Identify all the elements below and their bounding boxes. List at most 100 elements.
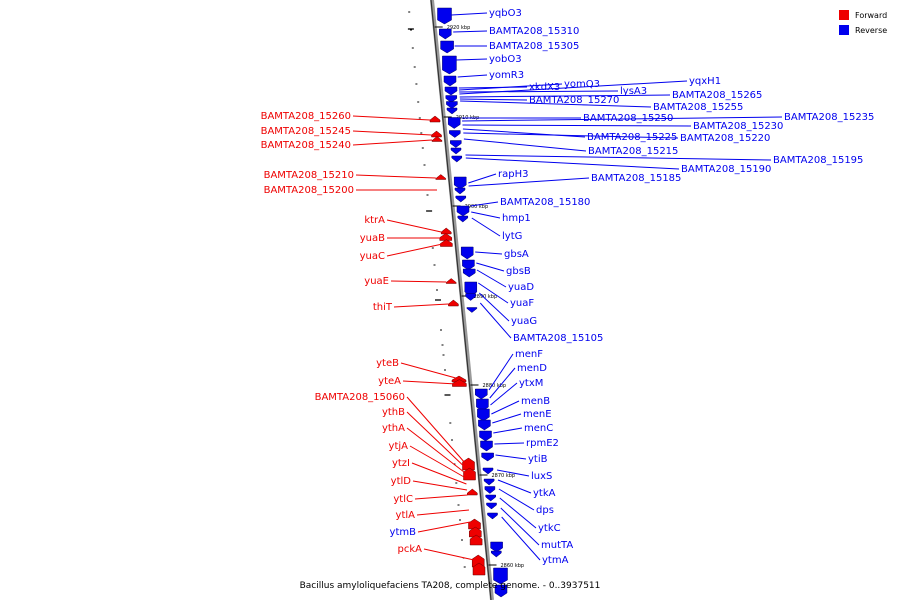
reverse-gene-label[interactable]: BAMTA208_15105 — [513, 333, 603, 344]
reverse-gene-glyph[interactable] — [450, 147, 462, 155]
forward-gene-label[interactable]: BAMTA208_15060 — [315, 392, 405, 403]
reverse-gene-label[interactable]: BAMTA208_15180 — [500, 197, 590, 208]
reverse-gene-label[interactable]: gbsA — [504, 249, 529, 260]
reverse-gene-glyph[interactable] — [483, 478, 495, 486]
forward-gene-label[interactable]: yuaC — [360, 251, 385, 262]
reverse-gene-glyph[interactable] — [491, 550, 502, 558]
forward-gene-glyph[interactable] — [431, 136, 443, 142]
forward-gene-glyph[interactable] — [463, 467, 476, 481]
reverse-gene-glyph[interactable] — [475, 388, 488, 400]
reverse-gene-label[interactable]: yomQ3 — [564, 79, 600, 90]
reverse-gene-label[interactable]: ytiB — [528, 454, 548, 465]
reverse-gene-glyph[interactable] — [450, 140, 462, 148]
forward-gene-label[interactable]: pckA — [398, 544, 423, 555]
reverse-gene-glyph[interactable] — [442, 55, 457, 75]
reverse-gene-glyph[interactable] — [446, 107, 458, 115]
forward-gene-label[interactable]: BAMTA208_15260 — [261, 111, 351, 122]
forward-gene-glyph[interactable] — [431, 130, 442, 138]
reverse-gene-label[interactable]: dps — [536, 505, 554, 516]
reverse-gene-glyph[interactable] — [451, 155, 463, 163]
forward-gene-label[interactable]: BAMTA208_15245 — [261, 126, 351, 137]
forward-gene-glyph[interactable] — [448, 299, 459, 307]
reverse-gene-label[interactable]: mutTA — [541, 540, 573, 551]
forward-gene-label[interactable]: ytjA — [389, 441, 409, 452]
reverse-gene-label[interactable]: BAMTA208_15235 — [784, 112, 874, 123]
reverse-gene-glyph[interactable] — [449, 130, 461, 138]
forward-gene-glyph[interactable] — [467, 488, 478, 496]
reverse-gene-glyph[interactable] — [486, 502, 497, 510]
forward-gene-glyph[interactable] — [439, 233, 453, 241]
reverse-gene-label[interactable]: yqbO3 — [489, 8, 522, 19]
forward-gene-label[interactable]: ytlC — [393, 494, 413, 505]
reverse-gene-glyph[interactable] — [445, 95, 458, 103]
forward-gene-label[interactable]: yteA — [378, 376, 401, 387]
reverse-gene-label[interactable]: menC — [524, 423, 553, 434]
reverse-gene-label[interactable]: hmp1 — [502, 213, 531, 224]
forward-gene-label[interactable]: yuaB — [360, 233, 385, 244]
reverse-gene-glyph[interactable] — [462, 268, 476, 278]
reverse-gene-glyph[interactable] — [454, 187, 466, 195]
reverse-gene-label[interactable]: yuaG — [511, 316, 537, 327]
reverse-gene-label[interactable]: lytG — [502, 231, 522, 242]
reverse-gene-label[interactable]: ytkA — [533, 488, 556, 499]
reverse-gene-label[interactable]: ytxM — [519, 378, 543, 389]
reverse-gene-glyph[interactable] — [465, 293, 476, 301]
reverse-gene-label[interactable]: BAMTA208_15190 — [681, 164, 771, 175]
forward-gene-label[interactable]: ktrA — [364, 215, 385, 226]
forward-gene-glyph[interactable] — [472, 562, 486, 576]
reverse-gene-glyph[interactable] — [480, 440, 493, 452]
reverse-gene-glyph[interactable] — [493, 567, 508, 585]
reverse-gene-glyph[interactable] — [446, 101, 458, 109]
reverse-gene-label[interactable]: BAMTA208_15265 — [672, 90, 762, 101]
reverse-gene-label[interactable]: menD — [517, 363, 547, 374]
reverse-gene-label[interactable]: gbsB — [506, 266, 531, 277]
reverse-gene-glyph[interactable] — [466, 307, 478, 313]
reverse-gene-label[interactable]: BAMTA208_15255 — [653, 102, 743, 113]
reverse-gene-label[interactable]: menB — [521, 396, 550, 407]
reverse-gene-glyph[interactable] — [460, 246, 474, 260]
reverse-gene-glyph[interactable] — [481, 452, 494, 462]
reverse-gene-label[interactable]: BAMTA208_15195 — [773, 155, 863, 166]
reverse-gene-label[interactable]: yuaD — [508, 282, 534, 293]
reverse-gene-glyph[interactable] — [453, 176, 467, 190]
reverse-gene-glyph[interactable] — [482, 467, 494, 475]
reverse-gene-label[interactable]: ytkC — [538, 523, 561, 534]
reverse-gene-glyph[interactable] — [477, 408, 490, 422]
forward-gene-label[interactable]: BAMTA208_15240 — [261, 140, 351, 151]
reverse-gene-label[interactable]: BAMTA208_15305 — [489, 41, 579, 52]
reverse-gene-glyph[interactable] — [456, 205, 470, 217]
forward-gene-glyph[interactable] — [440, 227, 452, 235]
reverse-gene-label[interactable]: yobO3 — [489, 54, 522, 65]
forward-gene-label[interactable]: BAMTA208_15200 — [264, 185, 354, 196]
forward-gene-label[interactable]: yteB — [376, 358, 399, 369]
reverse-gene-label[interactable]: BAMTA208_15310 — [489, 26, 579, 37]
reverse-gene-label[interactable]: menF — [515, 349, 543, 360]
forward-gene-glyph[interactable] — [462, 457, 475, 471]
reverse-gene-label[interactable]: menE — [523, 409, 552, 420]
reverse-gene-label[interactable]: BAMTA208_15225 — [587, 132, 677, 143]
reverse-gene-glyph[interactable] — [447, 117, 461, 129]
reverse-gene-label[interactable]: BAMTA208_15270 — [529, 95, 619, 106]
forward-gene-label[interactable]: ythB — [382, 407, 405, 418]
reverse-gene-glyph[interactable] — [457, 215, 469, 223]
forward-gene-label[interactable]: ytlA — [396, 510, 416, 521]
reverse-gene-glyph[interactable] — [443, 75, 457, 87]
reverse-gene-glyph[interactable] — [440, 40, 454, 54]
reverse-gene-glyph[interactable] — [437, 7, 452, 25]
forward-gene-label[interactable]: ythA — [382, 423, 405, 434]
reverse-gene-label[interactable]: lysA3 — [620, 86, 647, 97]
reverse-gene-label[interactable]: ytmA — [542, 555, 569, 566]
reverse-gene-label[interactable]: rpmE2 — [526, 438, 559, 449]
reverse-gene-glyph[interactable] — [439, 28, 452, 40]
reverse-gene-glyph[interactable] — [487, 512, 498, 520]
reverse-gene-glyph[interactable] — [462, 259, 475, 271]
forward-gene-glyph[interactable] — [469, 534, 483, 546]
reverse-gene-glyph[interactable] — [479, 430, 492, 442]
reverse-gene-label[interactable]: BAMTA208_15230 — [693, 121, 783, 132]
forward-gene-label[interactable]: ytzI — [392, 458, 410, 469]
forward-gene-label[interactable]: thiT — [373, 302, 393, 313]
reverse-gene-glyph[interactable] — [444, 86, 458, 96]
reverse-gene-glyph[interactable] — [484, 486, 496, 494]
reverse-gene-label[interactable]: yuaF — [510, 298, 534, 309]
reverse-gene-label[interactable]: BAMTA208_15220 — [680, 133, 770, 144]
